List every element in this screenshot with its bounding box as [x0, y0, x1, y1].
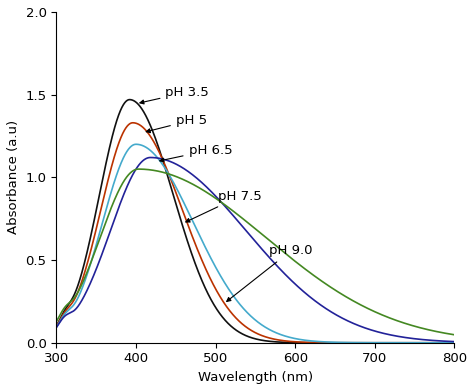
Y-axis label: Absorbance (a.u): Absorbance (a.u): [7, 120, 20, 235]
Text: pH 9.0: pH 9.0: [227, 244, 312, 301]
Text: pH 5: pH 5: [146, 114, 207, 133]
X-axis label: Wavelength (nm): Wavelength (nm): [198, 371, 313, 384]
Text: pH 7.5: pH 7.5: [186, 190, 262, 222]
Text: pH 6.5: pH 6.5: [160, 143, 232, 162]
Text: pH 3.5: pH 3.5: [140, 86, 209, 104]
